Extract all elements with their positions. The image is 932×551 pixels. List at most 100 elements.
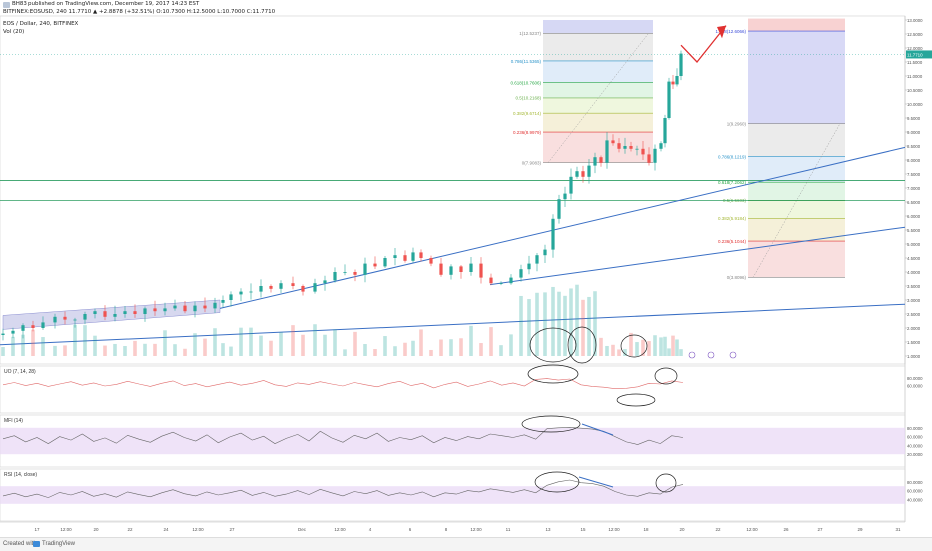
candle-body — [641, 148, 645, 155]
candle-body — [63, 316, 67, 320]
divergence-line — [581, 423, 614, 436]
candle-body — [173, 305, 177, 309]
volume-bar — [143, 343, 147, 356]
volume-bar — [291, 325, 295, 356]
candle-body — [373, 263, 377, 267]
fibext-level-label: 1(9.2960) — [727, 122, 747, 127]
x-tick-label: 18 — [643, 527, 649, 532]
tradingview-logo-icon[interactable] — [33, 541, 40, 547]
candle-body — [611, 140, 615, 144]
volume-bar — [21, 334, 25, 356]
candle-body — [93, 311, 97, 314]
trend-line — [489, 226, 906, 286]
candle-body — [519, 269, 523, 278]
candle-body — [499, 283, 503, 284]
volume-bar — [459, 338, 463, 356]
fib-trend-dashed — [547, 33, 649, 163]
volume-bar — [479, 343, 483, 356]
candle-body — [383, 258, 387, 267]
candle-body — [569, 176, 573, 194]
fibext-level-label: 1.618(12.6066) — [715, 29, 746, 34]
y-tick-label: 4.0000 — [907, 270, 921, 275]
oscillator-y-tick: 80.0000 — [907, 376, 923, 381]
volume-bar — [641, 339, 645, 356]
candle-body — [11, 330, 15, 334]
volume-bar — [519, 295, 523, 356]
y-tick-label: 12.5000 — [907, 32, 923, 37]
volume-bar — [569, 288, 573, 356]
x-tick-label: 12:00 — [470, 527, 482, 532]
volume-bar — [403, 342, 407, 356]
volume-bar — [133, 340, 137, 356]
volume-bar — [587, 296, 591, 356]
volume-bar — [663, 336, 667, 356]
candle-body — [221, 300, 225, 303]
y-tick-label: 11.5000 — [907, 60, 923, 65]
volume-bar — [551, 286, 555, 356]
volume-bar — [411, 340, 415, 356]
y-tick-label: 3.5000 — [907, 284, 921, 289]
oscillator-title: RSI (14, close) — [4, 472, 37, 478]
candle-body — [679, 53, 683, 76]
fibext-level-label: 0.786(8.1219) — [718, 154, 747, 159]
volume-bar — [575, 284, 579, 356]
volume-bar — [41, 337, 45, 356]
fib-level-label: 0.236(8.9979) — [513, 130, 542, 135]
volume-bar — [373, 349, 377, 356]
user-name[interactable]: BH83 — [12, 1, 27, 7]
volume-bar — [183, 348, 187, 356]
candle-body — [535, 255, 539, 264]
candle-body — [269, 286, 273, 289]
oscillator-y-tick: 60.0000 — [907, 435, 923, 440]
candle-body — [543, 249, 547, 256]
x-tick-label: Dec — [298, 527, 307, 532]
volume-bar — [249, 327, 253, 356]
candle-body — [419, 252, 423, 258]
volume-bar — [671, 335, 675, 356]
publish-line: published on TradingView.com, December 1… — [28, 1, 200, 7]
fib-level-label: 0.382(9.6714) — [513, 111, 542, 116]
volume-bar — [113, 343, 117, 356]
oscillator-y-tick: 40.0000 — [907, 443, 923, 448]
volume-bar — [581, 299, 585, 356]
x-tick-label: 12:00 — [334, 527, 346, 532]
volume-bar — [213, 328, 217, 356]
x-tick-label: 12:00 — [746, 527, 758, 532]
candle-body — [353, 272, 357, 275]
y-tick-label: 4.5000 — [907, 256, 921, 261]
candle-body — [213, 302, 217, 309]
volume-bar — [333, 329, 337, 356]
x-tick-label: 4 — [369, 527, 372, 532]
volume-bar — [63, 345, 67, 356]
volume-bar — [653, 335, 657, 356]
volume-bar — [11, 336, 15, 356]
y-tick-label: 3.0000 — [907, 298, 921, 303]
volume-bar — [617, 349, 621, 356]
x-tick-label: 31 — [895, 527, 901, 532]
y-tick-label: 6.5000 — [907, 200, 921, 205]
fib-level-label: 0.618(10.7606) — [510, 81, 541, 86]
volume-bar — [173, 344, 177, 356]
volume-bar — [429, 349, 433, 356]
candle-body — [259, 286, 263, 292]
volume-bar — [623, 349, 627, 356]
oscillator-line — [2, 479, 684, 498]
volume-bar — [193, 333, 197, 356]
volume-bar — [31, 329, 35, 356]
volume-bar — [489, 327, 493, 356]
volume-bar — [83, 325, 87, 356]
footer-brand[interactable]: TradingView — [42, 541, 76, 547]
annotation-circle — [567, 326, 597, 364]
candle-body — [599, 157, 603, 163]
x-tick-label: 17 — [34, 527, 40, 532]
candle-body — [301, 286, 305, 292]
x-tick-label: 13 — [545, 527, 551, 532]
candle-body — [123, 311, 127, 314]
price-channel — [2, 299, 221, 330]
y-tick-label: 10.0000 — [907, 102, 923, 107]
annotation-circle — [521, 415, 581, 433]
candle-body — [73, 319, 77, 321]
candle-body — [675, 76, 679, 85]
fibext-band — [748, 156, 845, 183]
